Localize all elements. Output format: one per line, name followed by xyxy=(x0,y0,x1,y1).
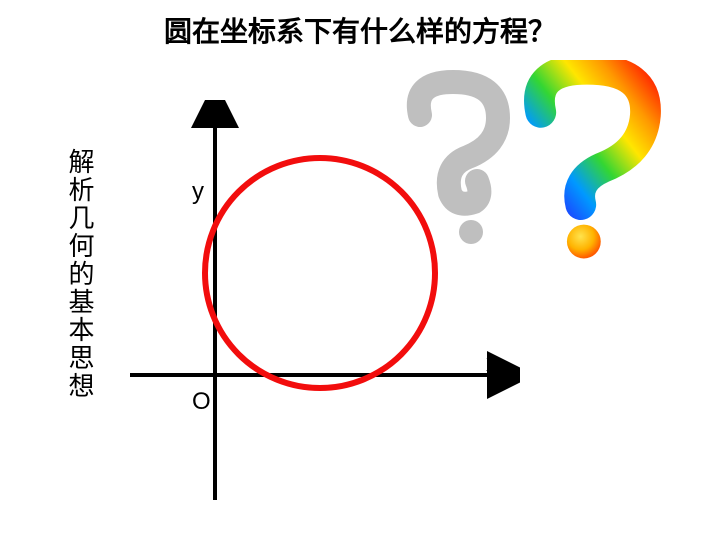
x-axis-label: x xyxy=(486,350,498,378)
rainbow-question-mark-icon xyxy=(510,60,670,260)
y-axis-label: y xyxy=(192,178,204,206)
page-title: 圆在坐标系下有什么样的方程？ xyxy=(0,10,720,50)
origin-label: O xyxy=(192,388,211,416)
sidebar-vertical-text: 解析几何的基本思想 xyxy=(62,148,99,400)
